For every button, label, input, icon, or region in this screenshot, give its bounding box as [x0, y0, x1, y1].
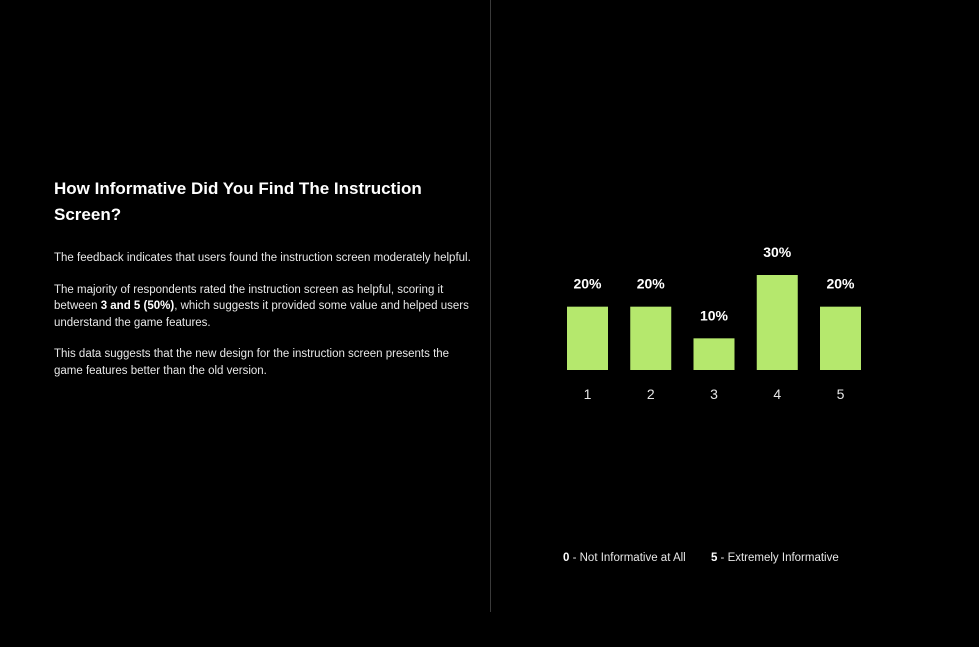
paragraph-1: The feedback indicates that users found …	[54, 250, 479, 267]
bar-value-label-1: 20%	[573, 276, 602, 292]
bar-2	[630, 306, 672, 370]
legend-item-min: 0 - Not Informative at All	[563, 552, 686, 564]
x-tick-label-3: 3	[710, 386, 718, 402]
legend-min-label: - Not Informative at All	[569, 552, 686, 564]
vertical-divider	[490, 0, 491, 612]
paragraph-2-highlight: 3 and 5 (50%)	[100, 300, 175, 312]
text-panel: How Informative Did You Find The Instruc…	[54, 176, 479, 394]
paragraph-3-text: This data suggests that the new design f…	[54, 348, 450, 377]
bar-1	[567, 306, 608, 370]
legend-min-key: 0	[563, 552, 570, 564]
page-title: How Informative Did You Find The Instruc…	[54, 179, 422, 224]
paragraph-2-text-before: The majority of respondents rated the in…	[54, 283, 444, 313]
bar-5	[820, 306, 861, 370]
paragraph-2: The majority of respondents rated the in…	[54, 282, 479, 332]
paragraph-1-text: The feedback indicates that users found …	[54, 252, 471, 264]
paragraph-2-text-after: , which suggests it provided some value …	[54, 300, 469, 329]
x-tick-label-4: 4	[773, 386, 781, 402]
scale-legend: 0 - Not Informative at All 5 - Extremely…	[563, 552, 839, 564]
legend-max-key: 5	[710, 552, 718, 564]
bar-3	[693, 338, 735, 370]
legend-max-label: - Extremely Informative	[717, 552, 839, 564]
bar-value-label-3: 10%	[700, 307, 729, 323]
x-tick-label-1: 1	[584, 386, 592, 402]
x-tick-label-5: 5	[837, 386, 845, 402]
x-tick-label-2: 2	[647, 386, 655, 402]
bar-value-label-2: 20%	[637, 276, 666, 292]
paragraph-3: This data suggests that the new design f…	[54, 346, 479, 379]
bar-value-label-4: 30%	[763, 244, 792, 260]
bar-value-label-5: 20%	[826, 276, 855, 292]
bar-4	[756, 275, 798, 370]
legend-item-max: 5 - Extremely Informative	[711, 552, 839, 564]
